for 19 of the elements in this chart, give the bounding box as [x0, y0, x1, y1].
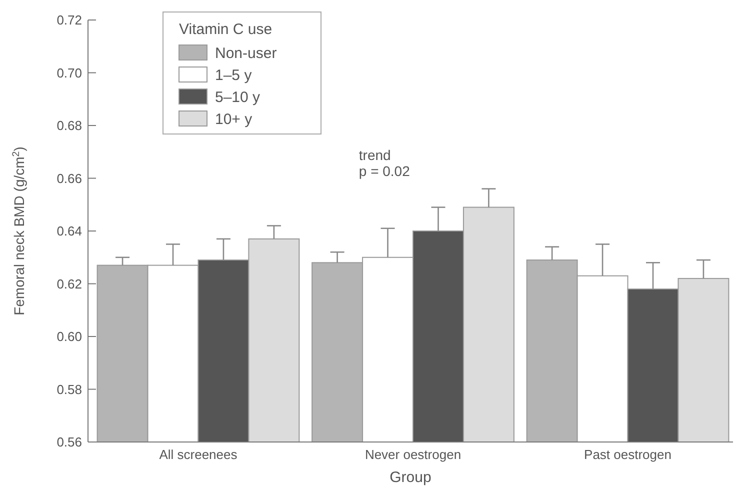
x-tick-label: All screenees [159, 447, 238, 462]
y-tick-label: 0.70 [56, 65, 82, 80]
x-tick-label: Past oestrogen [584, 447, 672, 462]
y-tick-label: 0.66 [56, 170, 82, 186]
y-tick-label: 0.58 [56, 382, 82, 397]
y-tick-label: 0.56 [56, 434, 82, 450]
y-tick-label: 0.60 [56, 329, 82, 344]
legend-label: 5–10 y [215, 89, 261, 106]
y-tick-label: 0.68 [56, 118, 82, 134]
x-axis-title: Group [390, 469, 432, 486]
y-tick-label: 0.64 [56, 224, 82, 239]
legend-label: Non-user [215, 45, 277, 62]
legend-label: 1–5 y [215, 67, 252, 84]
annotation: trend p = 0.02 [358, 147, 410, 180]
y-tick-label: 0.62 [56, 276, 82, 292]
legend-label: 10+ y [215, 111, 253, 128]
legend-title: Vitamin C use [179, 21, 272, 38]
y-tick-label: 0.72 [56, 12, 82, 28]
x-tick-label: Never oestrogen [364, 447, 462, 462]
